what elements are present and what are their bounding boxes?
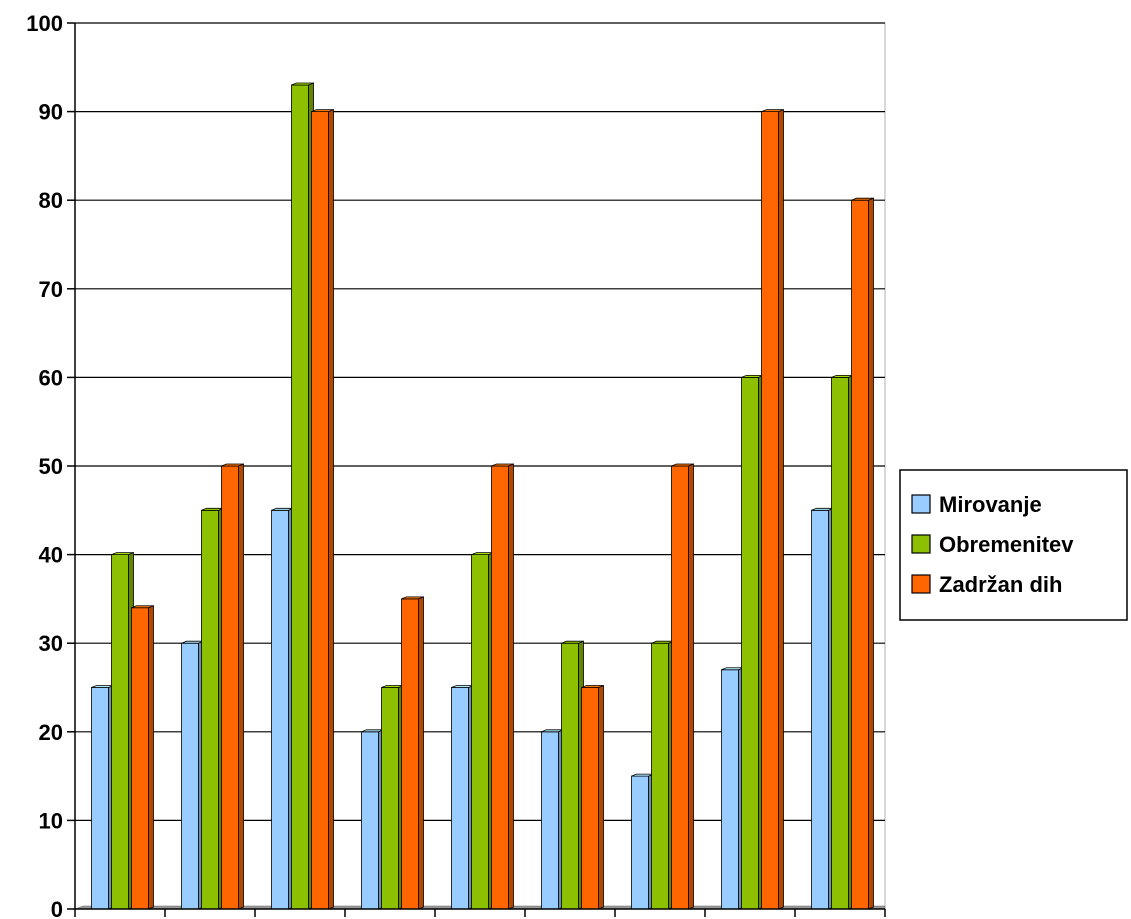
- bar: [741, 374, 764, 910]
- y-tick-label: 60: [39, 365, 63, 390]
- bar: [491, 463, 514, 910]
- y-tick-label: 30: [39, 631, 63, 656]
- bar: [561, 640, 584, 910]
- legend-box: [899, 469, 1128, 621]
- y-tick-labels: 0 10 20 30 40 50 60 70 80 90 100: [26, 11, 63, 919]
- bar: [311, 109, 334, 910]
- bar: [631, 773, 654, 910]
- legend-label: Obremenitev: [939, 532, 1074, 557]
- y-tick-label: 20: [39, 720, 63, 745]
- legend-entry: Obremenitev: [911, 532, 1074, 557]
- bar: [541, 729, 564, 910]
- bar: [651, 640, 674, 910]
- legend-entry: Zadržan dih: [911, 572, 1062, 597]
- y-tick-label: 50: [39, 454, 63, 479]
- y-tick-label: 70: [39, 277, 63, 302]
- bar: [181, 640, 204, 910]
- bar: [201, 507, 224, 910]
- legend-swatch: [911, 494, 931, 514]
- bar: [831, 374, 854, 910]
- y-tick-label: 10: [39, 808, 63, 833]
- bar: [471, 552, 494, 910]
- y-tick-label: 100: [26, 11, 63, 36]
- axes: [67, 22, 886, 917]
- bar: [851, 197, 874, 910]
- bar: [361, 729, 384, 910]
- y-tick-label: 40: [39, 543, 63, 568]
- bar: [111, 552, 134, 910]
- legend-swatch: [911, 534, 931, 554]
- bar: [761, 109, 784, 910]
- bar: [381, 684, 404, 910]
- y-tick-label: 0: [51, 897, 63, 919]
- bar: [291, 82, 314, 910]
- bars: [91, 82, 874, 910]
- legend-entry: Mirovanje: [911, 492, 1042, 517]
- legend: Mirovanje Obremenitev Zadržan dih: [899, 469, 1128, 621]
- legend-label: Zadržan dih: [939, 572, 1062, 597]
- bar: [671, 463, 694, 910]
- bar: [271, 507, 294, 910]
- legend-swatch: [911, 574, 931, 594]
- legend-label: Mirovanje: [939, 492, 1042, 517]
- bar: [581, 684, 604, 910]
- y-tick-label: 90: [39, 100, 63, 125]
- bar: [451, 684, 474, 910]
- bar: [91, 684, 114, 910]
- bar: [401, 596, 424, 910]
- bar: [721, 667, 744, 910]
- bar: [131, 605, 154, 910]
- bar: [221, 463, 244, 910]
- y-tick-label: 80: [39, 188, 63, 213]
- bar: [811, 507, 834, 910]
